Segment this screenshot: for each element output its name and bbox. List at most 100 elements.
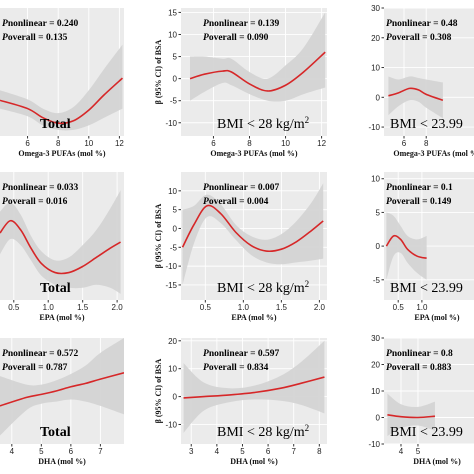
x-tick-label: 5 xyxy=(39,447,44,456)
p-value: overall = 0.135 xyxy=(8,33,68,43)
p-symbol: P xyxy=(203,349,209,359)
y-tick-label: 20 xyxy=(371,34,380,43)
p-symbol: P xyxy=(2,363,8,373)
x-tick-label: 10 xyxy=(84,139,93,148)
x-axis-title: DHA (mol %) xyxy=(230,457,278,466)
x-tick-label: 1.0 xyxy=(43,303,55,312)
subgroup-label-text: BMI < 28 kg/m xyxy=(217,281,305,296)
p-symbol: P xyxy=(386,183,392,193)
p-value: nonlinear = 0.240 xyxy=(8,19,79,29)
y-tick-label: 10 xyxy=(371,387,380,396)
y-tick-label: 30 xyxy=(371,4,380,13)
p-symbol: P xyxy=(386,197,392,207)
x-axis-title: EPA (mol %) xyxy=(231,313,277,322)
x-tick-label: 6 xyxy=(25,139,30,148)
p-nonlinear-label: Pnonlinear = 0.572 xyxy=(2,349,78,359)
y-tick-label: 5 xyxy=(173,53,178,62)
panel-bmi28-omega3: 6 8 10 12 -10 -5 0 5 10 15 Omega-3 PUFAs (mol %) β … xyxy=(154,8,327,158)
x-tick-label: 4 xyxy=(10,447,15,456)
x-tick-label: 4 xyxy=(399,447,404,456)
p-value: nonlinear = 0.1 xyxy=(392,183,453,193)
fitted-curve xyxy=(181,204,324,253)
p-nonlinear-label: Pnonlinear = 0.240 xyxy=(2,19,78,29)
p-overall-label: Poverall = 0.090 xyxy=(203,33,269,43)
subgroup-label-text: BMI < 28 kg/m xyxy=(217,117,305,132)
superscript-2: 2 xyxy=(305,115,310,125)
p-value: overall = 0.149 xyxy=(392,197,452,207)
p-symbol: P xyxy=(386,349,392,359)
p-nonlinear-label: Pnonlinear = 0.139 xyxy=(203,19,279,29)
subgroup-label-text: BMI < 28 kg/m xyxy=(217,425,305,440)
p-overall-label: Poverall = 0.016 xyxy=(2,197,68,207)
p-overall-label: Poverall = 0.834 xyxy=(203,363,269,373)
subgroup-label: BMI < 28 kg/m2 xyxy=(217,115,309,132)
p-overall-label: Poverall = 0.004 xyxy=(203,197,269,207)
panel-total-omega3: 6 8 10 12 Omega-3 PUFAs (mol %) Pnonlinear = … xyxy=(0,8,124,158)
y-tick-label: 10 xyxy=(168,30,177,39)
superscript-2: 2 xyxy=(305,279,310,289)
p-symbol: P xyxy=(203,19,209,29)
y-tick-label: -15 xyxy=(165,281,177,290)
fitted-curve xyxy=(189,51,326,92)
confidence-band xyxy=(182,183,324,285)
p-symbol: P xyxy=(386,33,392,43)
subgroup-label: Total xyxy=(40,117,71,132)
fitted-curve xyxy=(388,87,444,102)
y-tick-label: -10 xyxy=(368,440,380,449)
x-tick-label: 6 xyxy=(402,139,407,148)
p-nonlinear-label: Pnonlinear = 0.1 xyxy=(386,183,453,193)
p-value: overall = 0.090 xyxy=(209,33,269,43)
p-value: nonlinear = 0.007 xyxy=(209,183,280,193)
x-tick-label: 7 xyxy=(98,447,103,456)
subgroup-label: BMI < 23.99 xyxy=(390,117,463,132)
x-axis-title: DHA (mol %) xyxy=(413,457,461,466)
fitted-curve xyxy=(0,219,121,275)
p-value: nonlinear = 0.597 xyxy=(209,349,280,359)
x-tick-label: 8 xyxy=(56,139,61,148)
p-nonlinear-label: Pnonlinear = 0.597 xyxy=(203,349,279,359)
p-nonlinear-label: Pnonlinear = 0.007 xyxy=(203,183,279,193)
p-overall-label: Poverall = 0.308 xyxy=(386,33,452,43)
p-value: overall = 0.787 xyxy=(8,363,68,373)
y-tick-label: -10 xyxy=(165,262,177,271)
y-tick-label: 0 xyxy=(376,242,381,251)
subgroup-label: Total xyxy=(40,281,71,296)
p-value: nonlinear = 0.8 xyxy=(392,349,453,359)
confidence-band xyxy=(0,190,121,294)
panel-bmi28-epa: 0.5 1.0 1.5 2.0 -15 -10 -5 0 5 10 EPA (mol %) β (95… xyxy=(154,172,327,322)
p-symbol: P xyxy=(2,197,8,207)
y-tick-label: 5 xyxy=(376,208,381,217)
p-value: nonlinear = 0.033 xyxy=(8,183,79,193)
p-overall-label: Poverall = 0.149 xyxy=(386,197,452,207)
panel-total-epa: 0.5 1.0 1.5 2.0 EPA (mol %) Pnonlinear = 0.03… xyxy=(0,172,124,322)
confidence-band xyxy=(387,393,435,437)
panel-bmi24-omega3: 6 8 -10 0 10 20 30 Omega-3 PUFAs (mol %) Pnonlin… xyxy=(368,4,474,158)
panel-bmi28-dha: 3 4 5 6 7 8 -10 0 10 20 DHA (mol %) β (95% CI) of B… xyxy=(154,337,327,466)
x-tick-label: 6 xyxy=(266,447,271,456)
p-symbol: P xyxy=(203,197,209,207)
x-tick-label: 1.5 xyxy=(276,303,288,312)
subgroup-label: Total xyxy=(40,425,71,440)
p-value: overall = 0.308 xyxy=(392,33,452,43)
p-value: nonlinear = 0.572 xyxy=(8,349,79,359)
p-overall-label: Poverall = 0.135 xyxy=(2,33,68,43)
subgroup-label: BMI < 28 kg/m2 xyxy=(217,279,309,296)
confidence-band xyxy=(0,338,124,436)
y-tick-label: 10 xyxy=(168,187,177,196)
y-tick-label: 10 xyxy=(371,64,380,73)
fitted-curve xyxy=(0,371,124,407)
y-tick-label: 10 xyxy=(168,365,177,374)
x-tick-label: 8 xyxy=(247,139,252,148)
p-value: overall = 0.004 xyxy=(209,197,269,207)
p-overall-label: Poverall = 0.787 xyxy=(2,363,68,373)
y-tick-label: 0 xyxy=(173,75,178,84)
y-tick-label: -5 xyxy=(170,97,178,106)
fitted-curve xyxy=(385,234,427,260)
p-value: overall = 0.016 xyxy=(8,197,68,207)
confidence-band xyxy=(388,76,443,119)
p-nonlinear-label: Pnonlinear = 0.48 xyxy=(386,19,458,29)
p-symbol: P xyxy=(2,349,8,359)
